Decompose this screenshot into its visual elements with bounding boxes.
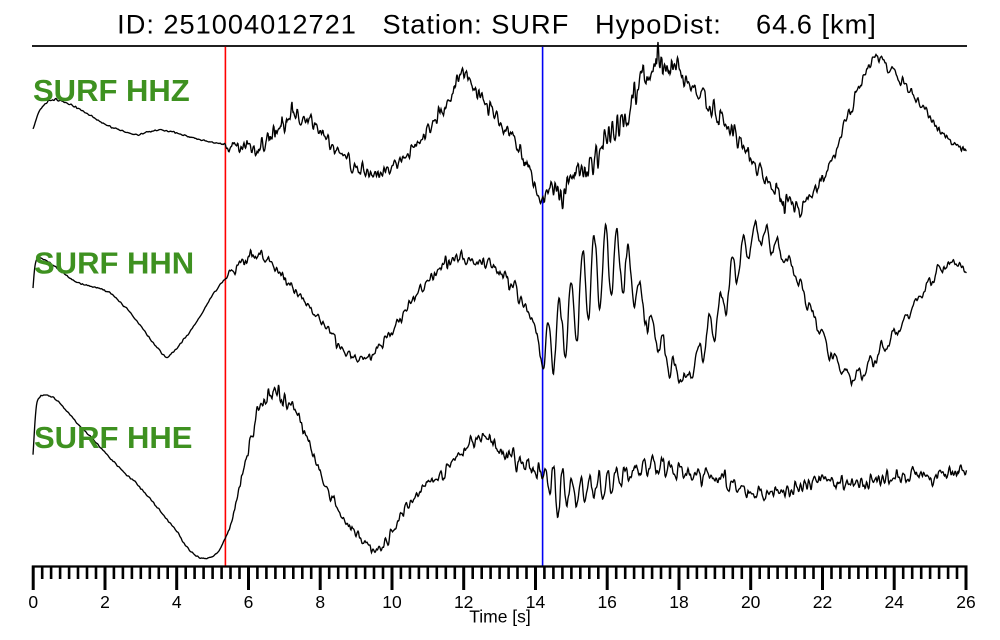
svg-text:2: 2 — [100, 592, 110, 612]
svg-text:SURF HHN: SURF HHN — [34, 246, 194, 281]
svg-text:24: 24 — [884, 592, 904, 612]
svg-text:6: 6 — [244, 592, 254, 612]
svg-text:0: 0 — [28, 592, 38, 612]
svg-text:22: 22 — [813, 592, 832, 612]
svg-text:10: 10 — [382, 592, 402, 612]
svg-text:ID: 251004012721 Station: SU: ID: 251004012721 Station: SURF HypoDist:… — [117, 9, 877, 40]
svg-text:Time [s]: Time [s] — [469, 607, 531, 627]
svg-text:16: 16 — [597, 592, 616, 612]
svg-text:4: 4 — [172, 592, 182, 612]
svg-text:18: 18 — [669, 592, 688, 612]
svg-text:20: 20 — [741, 592, 761, 612]
svg-text:14: 14 — [526, 592, 546, 612]
svg-text:12: 12 — [454, 592, 473, 612]
svg-text:8: 8 — [315, 592, 325, 612]
svg-text:SURF HHE: SURF HHE — [34, 420, 192, 455]
svg-text:SURF HHZ: SURF HHZ — [33, 73, 190, 108]
svg-text:26: 26 — [956, 592, 975, 612]
